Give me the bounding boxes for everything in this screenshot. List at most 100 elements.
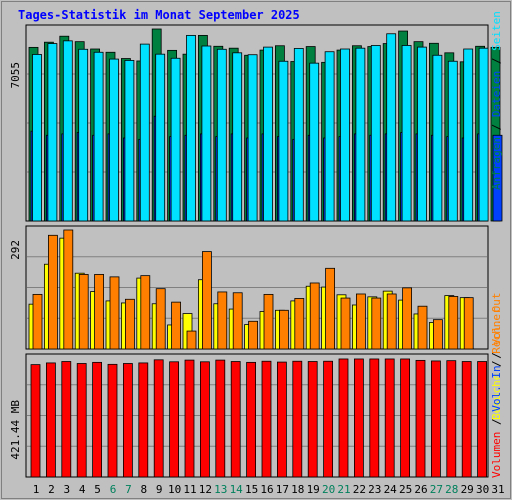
bar-volumen (384, 358, 395, 478)
x-tick-label: 25 (399, 483, 412, 496)
bar-seiten (417, 46, 427, 222)
bar-volumen (276, 361, 287, 478)
legend-item: Dateien (490, 71, 503, 117)
bar-volumen (261, 360, 272, 478)
bar-rechner (340, 297, 351, 350)
legend-item: Besuche (490, 374, 503, 420)
x-tick-label: 2 (48, 483, 55, 496)
x-tick-label: 23 (368, 483, 381, 496)
x-tick-label: 18 (291, 483, 304, 496)
bar-seiten (463, 48, 474, 222)
x-tick-label: 20 (322, 483, 335, 496)
bar-rechner (171, 301, 182, 350)
bar-volumen (430, 360, 441, 478)
bar-seiten (78, 48, 89, 222)
bar-seiten (32, 54, 42, 222)
bar-volumen (400, 358, 411, 478)
bar-seiten (309, 62, 320, 222)
bar-seiten (370, 45, 381, 222)
bar-rechner (217, 291, 228, 350)
legend-separator: / (490, 354, 503, 374)
bar-rechner (448, 296, 459, 350)
bar-rechner (155, 288, 166, 350)
bar-volumen (92, 361, 102, 478)
x-tick-label: 29 (461, 483, 474, 496)
bar-rechner (371, 297, 382, 350)
bar-seiten (47, 43, 58, 222)
bar-volumen (292, 360, 303, 478)
legend-item: Vol. Out (490, 293, 503, 346)
bar-volumen (369, 358, 380, 478)
bar-volumen (323, 360, 334, 478)
bar-seiten (124, 60, 135, 222)
bar-volumen (477, 361, 488, 478)
legend-item: Vol. In (490, 365, 503, 411)
bar-volumen (184, 359, 195, 478)
bar-volumen (30, 364, 41, 478)
bar-seiten (186, 34, 196, 222)
bar-rechner (402, 287, 413, 350)
x-tick-label: 10 (168, 483, 181, 496)
x-tick-label: 17 (276, 483, 289, 496)
x-tick-label: 30 (476, 483, 489, 496)
legend-separator: / (490, 51, 503, 71)
bar-rechner (63, 229, 74, 350)
bar-volumen (461, 361, 472, 478)
bar-rechner (48, 234, 58, 350)
bar-seiten (432, 54, 443, 222)
legend-item: Seiten (490, 11, 503, 51)
x-tick-label: 3 (63, 483, 70, 496)
bar-seiten (478, 47, 489, 222)
bar-dateien (492, 134, 503, 222)
bar-volumen (353, 358, 364, 478)
x-tick-label: 8 (140, 483, 147, 496)
bar-seiten (155, 53, 166, 222)
bar-seiten (263, 46, 273, 222)
x-tick-label: 6 (110, 483, 117, 496)
bar-rechner (78, 274, 89, 350)
bar-volumen (446, 360, 457, 478)
bar-seiten (232, 52, 243, 222)
bar-rechner (125, 298, 135, 350)
bar-volumen (76, 363, 87, 478)
x-tick-label: 14 (230, 483, 244, 496)
x-tick-label: 1 (33, 483, 40, 496)
bar-volumen (123, 363, 133, 478)
bar-rechner (386, 293, 397, 350)
x-tick-label: 9 (156, 483, 163, 496)
bar-seiten (401, 45, 412, 222)
x-tick-label: 27 (430, 483, 443, 496)
bar-rechner (94, 274, 104, 350)
bar-seiten (201, 45, 212, 222)
x-tick-label: 12 (199, 483, 212, 496)
bar-seiten (216, 48, 227, 222)
bar-seiten (293, 48, 304, 222)
bar-rechner (32, 293, 43, 350)
x-tick-label: 13 (214, 483, 227, 496)
bar-rechner (109, 276, 120, 350)
bar-seiten (340, 48, 350, 222)
bar-volumen (61, 361, 72, 478)
x-tick-label: 4 (79, 483, 86, 496)
bar-rechner (325, 267, 336, 350)
bar-rechner (417, 305, 428, 350)
bar-rechner (186, 330, 197, 350)
legend-item: Anfragen (490, 137, 503, 190)
x-tick-label: 31 (491, 483, 504, 496)
bar-seiten (62, 40, 73, 222)
legend-separator: / (490, 412, 503, 432)
y-max-label-top: 7055 (9, 62, 22, 89)
bar-volumen (46, 362, 56, 478)
bar-seiten (447, 60, 458, 222)
x-tick-label: 26 (414, 483, 427, 496)
legend-item: Volumen (490, 432, 503, 478)
bar-volumen (153, 359, 164, 478)
bar-volumen (138, 362, 149, 478)
legend-top: Anfragen / Dateien / Seiten (490, 11, 503, 190)
x-tick-label: 5 (94, 483, 101, 496)
bar-rechner (263, 293, 274, 350)
x-tick-label: 22 (353, 483, 366, 496)
x-tick-label: 19 (307, 483, 320, 496)
